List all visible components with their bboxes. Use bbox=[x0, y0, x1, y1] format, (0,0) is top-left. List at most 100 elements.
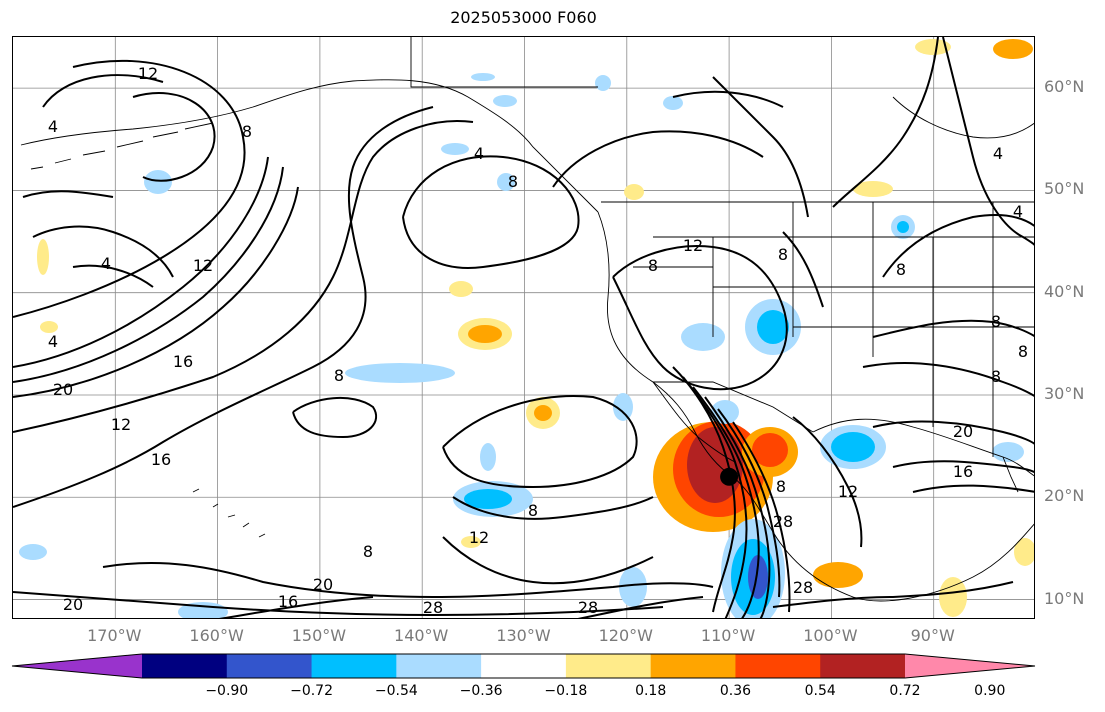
longitude-label: 170°W bbox=[87, 626, 142, 645]
colorbar-tick-label: −0.72 bbox=[290, 683, 333, 699]
contour-label: 8 bbox=[1018, 342, 1028, 361]
hawaii bbox=[192, 488, 266, 538]
shade-warm bbox=[624, 184, 644, 200]
contour-label: 12 bbox=[683, 236, 703, 255]
longitude-label: 90°W bbox=[910, 626, 955, 645]
colorbar-tick-label: −0.54 bbox=[374, 683, 418, 699]
shade-warm bbox=[939, 577, 967, 617]
contour-label: 28 bbox=[793, 578, 813, 597]
contour-label: 4 bbox=[48, 117, 58, 136]
graticule bbox=[13, 37, 1034, 618]
shade-warm bbox=[813, 562, 863, 588]
map-panel[interactable]: 12 4 4 4 8 4 12 16 20 12 8 16 8 12 8 8 12 8 4 8 8 20 16 28 28 28 2… bbox=[12, 36, 1035, 619]
longitude-label: 140°W bbox=[394, 626, 449, 645]
contour-label: 12 bbox=[138, 64, 158, 83]
shade-warm bbox=[853, 181, 893, 197]
west-coast bbox=[597, 211, 1034, 602]
colorbar-segment bbox=[820, 654, 906, 678]
colorbar-tick-label: 0.54 bbox=[804, 683, 836, 699]
contour-label: 20 bbox=[953, 422, 973, 441]
shade-cool bbox=[497, 173, 515, 191]
contour-label: 12 bbox=[111, 415, 131, 434]
contour-label: 20 bbox=[63, 595, 83, 614]
latitude-label: 60°N bbox=[1044, 77, 1085, 97]
contour-label: 16 bbox=[173, 352, 193, 371]
latitude-label: 10°N bbox=[1044, 588, 1085, 608]
shade-cool bbox=[345, 363, 455, 383]
hudson-bay bbox=[892, 96, 1034, 139]
shade-cool bbox=[441, 143, 469, 155]
shade-cool bbox=[19, 544, 47, 560]
contour-label: 16 bbox=[278, 592, 298, 611]
shade-cool bbox=[711, 400, 739, 424]
florida bbox=[1002, 456, 1019, 493]
shade-warm bbox=[449, 281, 473, 297]
figure-title: 2025053000 F060 bbox=[450, 8, 597, 27]
contour-label: 8 bbox=[776, 477, 786, 496]
contour-label: 8 bbox=[991, 312, 1001, 331]
latitude-label: 30°N bbox=[1044, 383, 1085, 403]
longitude-label: 100°W bbox=[803, 626, 858, 645]
alaska-coast bbox=[20, 79, 599, 213]
shade-warm bbox=[993, 39, 1033, 59]
shade-cool bbox=[480, 443, 496, 471]
colorbar bbox=[11, 653, 1036, 679]
colorbar-tick-label: −0.90 bbox=[205, 683, 249, 699]
shade-warm bbox=[40, 321, 58, 333]
colorbar-segment bbox=[226, 654, 313, 678]
contour-label: 20 bbox=[313, 575, 333, 594]
shade-cool bbox=[663, 96, 683, 110]
anomaly-shading bbox=[19, 39, 1034, 618]
colorbar-segment bbox=[142, 654, 228, 678]
colorbar-extend-low bbox=[12, 654, 142, 678]
latitude-label: 20°N bbox=[1044, 486, 1085, 506]
shade-warm bbox=[752, 433, 788, 467]
contour-label: 16 bbox=[151, 450, 171, 469]
shade-cool bbox=[831, 432, 875, 462]
contour-label: 28 bbox=[773, 512, 793, 531]
shade-cool bbox=[757, 310, 789, 344]
colorbar-segment bbox=[311, 654, 397, 678]
shade-cool bbox=[493, 95, 517, 107]
shade-cool bbox=[595, 75, 611, 91]
contour-label: 28 bbox=[578, 598, 598, 617]
shade-cool bbox=[613, 393, 633, 421]
colorbar-tick-label: −0.36 bbox=[459, 683, 503, 699]
colorbar-tick-label: −0.18 bbox=[544, 683, 588, 699]
colorbar-tick-label: 0.72 bbox=[889, 683, 921, 699]
longitude-label: 150°W bbox=[291, 626, 347, 645]
shade-cool bbox=[471, 73, 495, 81]
colorbar-segment bbox=[481, 654, 567, 678]
contour-label: 4 bbox=[48, 332, 58, 351]
shade-cool bbox=[748, 555, 768, 599]
contour-label: 8 bbox=[528, 501, 538, 520]
contour-label: 4 bbox=[101, 254, 111, 273]
colorbar-segment bbox=[396, 654, 482, 678]
aleutian-chain bbox=[30, 122, 214, 170]
colorbar-segment bbox=[565, 654, 652, 678]
shade-cool bbox=[464, 489, 512, 509]
colorbar-tick-label: 0.90 bbox=[974, 683, 1006, 699]
shade-cool bbox=[144, 170, 172, 194]
shade-warm bbox=[461, 536, 481, 548]
colorbar-segment bbox=[650, 654, 736, 678]
shade-core-warm bbox=[687, 427, 743, 503]
latitude-label: 40°N bbox=[1044, 281, 1085, 301]
contour-label: 4 bbox=[1013, 202, 1023, 221]
gulf-coast bbox=[812, 418, 1034, 477]
shade-cool bbox=[681, 323, 725, 351]
shade-warm bbox=[915, 39, 951, 55]
shade-cool bbox=[619, 567, 647, 607]
contour-label: 12 bbox=[838, 482, 858, 501]
canada-border bbox=[410, 37, 598, 88]
contour-label: 8 bbox=[363, 542, 373, 561]
latitude-label: 50°N bbox=[1044, 179, 1085, 199]
contour-label: 8 bbox=[896, 260, 906, 279]
contour-label: 8 bbox=[648, 256, 658, 275]
contour-label: 4 bbox=[993, 144, 1003, 163]
contour-label: 8 bbox=[242, 122, 252, 141]
longitude-label: 160°W bbox=[189, 626, 244, 645]
contour-label: 28 bbox=[423, 598, 443, 617]
contours bbox=[13, 37, 1034, 618]
